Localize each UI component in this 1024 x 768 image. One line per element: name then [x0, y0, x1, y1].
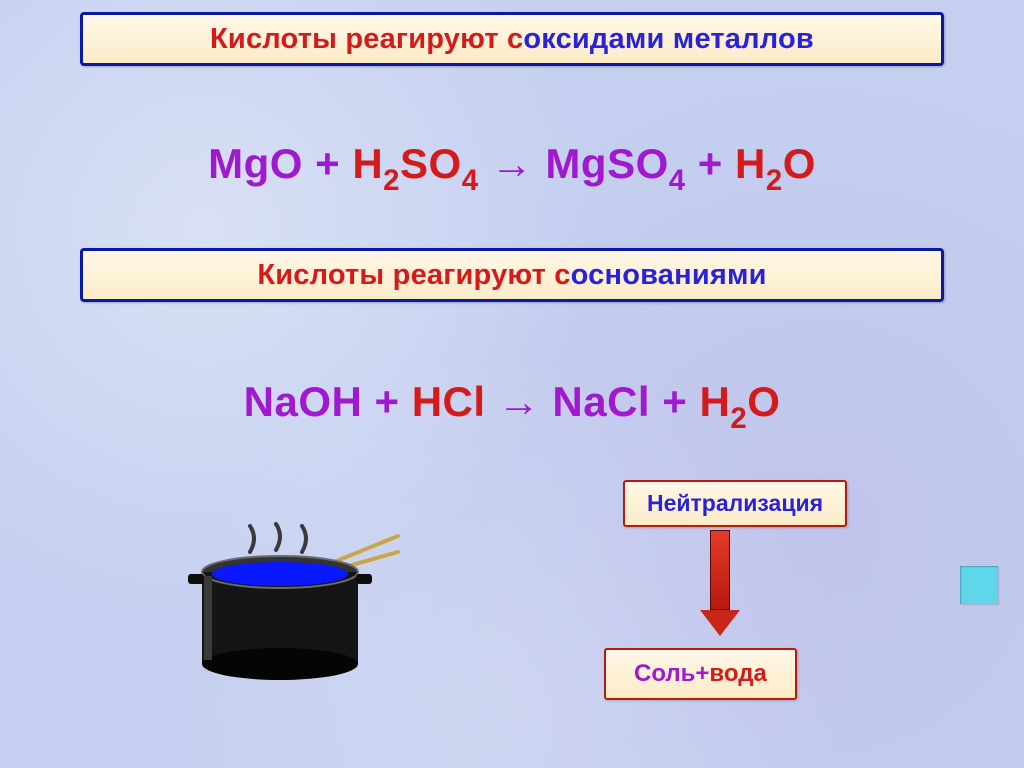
- salt-water-part: +: [695, 660, 709, 688]
- salt-water-part: вода: [709, 660, 766, 688]
- equation-term: +: [303, 140, 352, 187]
- equation-term: H2: [699, 378, 747, 425]
- salt-water-part: Соль: [634, 660, 695, 688]
- equation-term: NaOH: [244, 378, 363, 425]
- equation-term: +: [650, 378, 699, 425]
- equation-term: H2: [735, 140, 783, 187]
- arrow-shaft: [710, 530, 730, 610]
- header-acids-react-with-metal-oxides: Кислоты реагируют с оксидами металлов: [80, 12, 944, 66]
- equation-term: MgO: [208, 140, 303, 187]
- equation-term: NaCl: [552, 378, 650, 425]
- equation-naoh-hcl: NaOH + HCl → NaCl + H2O: [0, 378, 1024, 433]
- arrow-down-icon: [706, 530, 734, 636]
- pot-illustration: [184, 516, 404, 696]
- header-part: оксидами металлов: [523, 23, 814, 56]
- label-neutralization: Нейтрализация: [623, 480, 847, 527]
- equation-term: →: [479, 140, 546, 187]
- equation-term: SO4: [400, 140, 479, 187]
- arrow-head: [700, 610, 740, 636]
- equation-term: +: [362, 378, 411, 425]
- header-acids-react-with-bases: Кислоты реагируют с основаниями: [80, 248, 944, 302]
- cyan-square-icon: [960, 566, 998, 604]
- equation-term: →: [486, 378, 553, 425]
- equation-term: O: [747, 378, 780, 425]
- label-neutralization-text: Нейтрализация: [647, 490, 823, 517]
- equation-term: +: [686, 140, 735, 187]
- header-part: Кислоты реагируют с: [210, 23, 523, 56]
- label-salt-plus-water: Соль + вода: [604, 648, 797, 700]
- header-part: основаниями: [571, 259, 767, 292]
- equation-term: O: [783, 140, 816, 187]
- equation-term: MgSO4: [545, 140, 685, 187]
- equation-mgo-h2so4: MgO + H2SO4 → MgSO4 + H2O: [0, 140, 1024, 195]
- pot-svg: [184, 516, 404, 696]
- header-part: Кислоты реагируют с: [257, 259, 570, 292]
- equation-term: H2: [352, 140, 400, 187]
- equation-term: HCl: [412, 378, 486, 425]
